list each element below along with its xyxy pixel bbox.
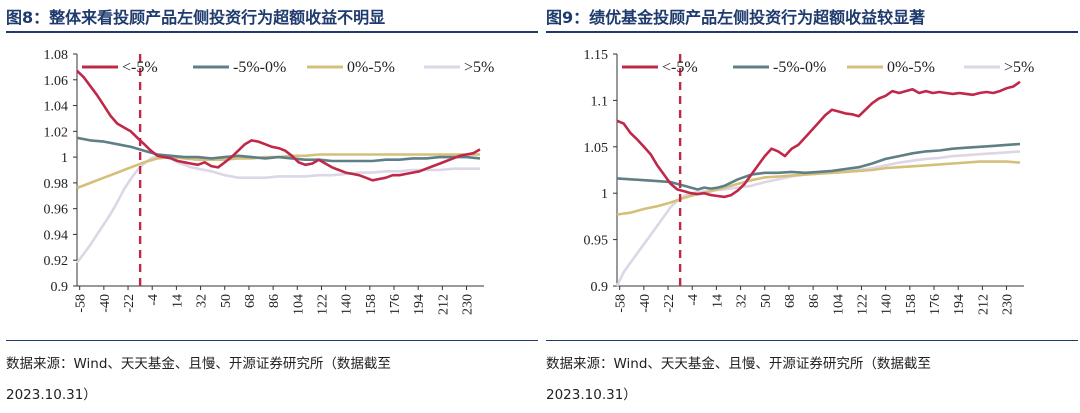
y-tick-label: 0.9	[591, 280, 609, 295]
x-tick-label: 158	[364, 294, 379, 315]
series-line-1	[616, 142, 1021, 191]
y-tick-label: 0.96	[44, 203, 69, 218]
x-tick-label: -4	[146, 294, 161, 306]
x-tick-label: 194	[952, 294, 967, 315]
y-tick-label: 1.04	[44, 100, 69, 115]
x-tick-label: 104	[831, 294, 846, 315]
x-tick-label: 68	[243, 294, 258, 308]
y-tick-label: 0.95	[584, 234, 609, 249]
legend-label: -5%-0%	[233, 59, 286, 76]
x-tick-label: 140	[340, 294, 355, 315]
line-chart: 0.9 0.95 1 1.05 1.1 1.15 -58 -40 -22 -4 14 32 50 68 86…	[584, 48, 1035, 315]
source-note: 数据来源：Wind、天天基金、且慢、开源证券研究所（数据截至 2023.10.3…	[6, 349, 538, 411]
x-tick-label: 86	[267, 294, 282, 308]
x-tick-label: 122	[855, 294, 870, 315]
y-tick-label: 0.9	[51, 280, 69, 295]
source-line-1: 数据来源：Wind、天天基金、且慢、开源证券研究所（数据截至	[546, 356, 931, 372]
title-rule	[6, 31, 538, 33]
x-tick-label: 14	[710, 294, 725, 308]
x-tick-label: 14	[170, 294, 185, 308]
x-tick-label: -22	[122, 294, 137, 313]
x-tick-label: 50	[759, 294, 774, 308]
source-line-2: 2023.10.31）	[6, 387, 97, 403]
legend-label: <-5%	[122, 59, 158, 76]
legend-label: >5%	[1004, 59, 1034, 76]
panel-left: 图8：整体来看投顾产品左侧投资行为超额收益不明显 0.9 0.92 0.94 0.96…	[6, 0, 538, 413]
x-tick-label: 122	[315, 294, 330, 315]
y-tick-label: 1	[61, 151, 68, 166]
y-tick-label: 1.1	[591, 94, 609, 109]
x-tick-label: 32	[195, 294, 210, 308]
y-tick-label: 1.06	[44, 74, 69, 89]
source-line-2: 2023.10.31）	[546, 387, 637, 403]
x-tick-label: -40	[638, 294, 653, 313]
x-tick-label: 212	[436, 294, 451, 315]
y-tick-label: 0.98	[44, 177, 69, 192]
series-line-1	[76, 136, 481, 163]
legend-label: 0%-5%	[887, 59, 935, 76]
y-tick-label: 0.92	[44, 254, 69, 269]
source-note: 数据来源：Wind、天天基金、且慢、开源证券研究所（数据截至 2023.10.3…	[546, 349, 1078, 411]
y-tick-label: 1.05	[584, 141, 609, 156]
y-tick-label: 1.15	[584, 48, 609, 63]
source-line-1: 数据来源：Wind、天天基金、且慢、开源证券研究所（数据截至	[6, 356, 391, 372]
y-tick-label: 1	[601, 187, 608, 202]
x-tick-label: -58	[74, 294, 89, 313]
y-tick-label: 1.08	[44, 48, 69, 63]
series-line-3	[615, 150, 1021, 287]
series-line-0	[616, 80, 1021, 199]
source-rule	[6, 340, 538, 341]
series-line-2	[616, 160, 1021, 216]
legend-label: >5%	[464, 59, 494, 76]
x-tick-label: 230	[461, 294, 476, 315]
x-tick-label: 140	[880, 294, 895, 315]
source-rule	[546, 340, 1078, 341]
line-chart: 0.90.920.940.960.9811.021.041.061.08-58-…	[44, 48, 495, 315]
x-tick-label: 104	[291, 294, 306, 315]
legend-label: <-5%	[662, 59, 698, 76]
x-tick-label: 158	[904, 294, 919, 315]
x-tick-label: 230	[1001, 294, 1016, 315]
y-tick-label: 1.02	[44, 125, 69, 140]
x-tick-label: -22	[662, 294, 677, 313]
title-rule	[546, 31, 1078, 33]
legend-label: -5%-0%	[773, 59, 826, 76]
x-tick-label: 86	[807, 294, 822, 308]
series-line-0	[76, 69, 481, 182]
x-tick-label: 212	[976, 294, 991, 315]
x-tick-label: 50	[219, 294, 234, 308]
y-tick-label: 0.94	[44, 228, 69, 243]
legend-label: 0%-5%	[347, 59, 395, 76]
figure-title: 图9：绩优基金投顾产品左侧投资行为超额收益较显著	[546, 8, 926, 27]
x-tick-label: -40	[98, 294, 113, 313]
x-tick-label: 176	[928, 294, 943, 315]
series-line-3	[75, 154, 480, 264]
figure-title: 图8：整体来看投顾产品左侧投资行为超额收益不明显	[6, 8, 386, 27]
x-tick-label: 68	[783, 294, 798, 308]
x-tick-label: 194	[412, 294, 427, 315]
x-tick-label: 32	[735, 294, 750, 308]
x-tick-label: -4	[686, 294, 701, 306]
panel-right: 图9：绩优基金投顾产品左侧投资行为超额收益较显著 0.9 0.95 1 1.05 1.1…	[546, 0, 1078, 413]
x-tick-label: -58	[614, 294, 629, 313]
x-tick-label: 176	[388, 294, 403, 315]
